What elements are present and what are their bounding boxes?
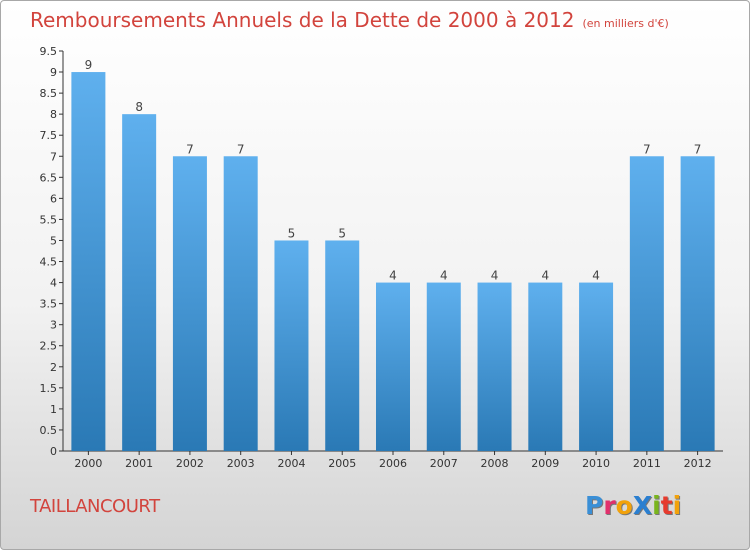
x-tick-label: 2009 [531,457,559,470]
axes: 0 0.5 1 1.5 2 2.5 3 3.5 4 4.5 5 5.5 6 6.5 7 7.5 8 8.5 9 9.5 [40,45,723,458]
data-label: 4 [440,269,448,283]
y-tick-label: 9 [50,66,57,79]
data-label: 4 [491,269,499,283]
proxiti-logo: ProXiti [585,491,681,520]
logo-letter: o [615,491,633,520]
logo-letter: P [585,491,604,520]
x-tick-label: 2008 [481,457,509,470]
chart-unit: (en milliers d'€) [582,17,669,30]
logo-letter: t [660,491,673,520]
bar [122,114,157,451]
x-tick-label: 2002 [176,457,204,470]
logo-letter: i [672,491,682,520]
y-tick-label: 1.5 [40,382,58,395]
bar [528,282,563,451]
data-label: 8 [135,100,143,114]
data-label: 7 [186,142,194,156]
data-label: 7 [237,142,245,156]
bar [477,282,512,451]
y-tick-label: 6.5 [40,171,58,184]
y-tick-label: 3.5 [40,298,58,311]
y-tick-label: 5 [50,234,57,247]
data-label: 4 [389,269,397,283]
bar [325,240,360,451]
y-tick-label: 2 [50,361,57,374]
bar [274,240,309,451]
y-tick-label: 9.5 [40,45,58,58]
data-label: 7 [643,142,651,156]
y-tick-label: 3 [50,319,57,332]
bar [376,282,410,451]
bar [172,156,207,451]
y-tick-label: 0 [50,445,57,458]
logo-letter: X [632,491,653,520]
data-label: 5 [288,226,296,240]
data-label: 9 [85,58,93,72]
y-tick-label: 5.5 [40,213,58,226]
x-tick-label: 2010 [582,457,610,470]
commune-name: TAILLANCOURT [30,496,160,517]
y-tick-label: 7.5 [40,129,58,142]
x-tick-label: 2003 [227,457,255,470]
bar [579,282,614,451]
y-tick-label: 2.5 [40,340,58,353]
x-tick-label: 2007 [430,457,458,470]
y-tick-label: 8 [50,108,57,121]
y-tick-label: 1 [50,403,57,416]
y-tick-label: 4.5 [40,256,58,269]
data-label: 5 [338,226,346,240]
y-tick-label: 6 [50,192,57,205]
data-label: 4 [541,269,549,283]
y-tick-label: 7 [50,150,57,163]
y-tick-label: 0.5 [40,424,58,437]
data-label: 7 [694,142,702,156]
x-tick-label: 2005 [328,457,356,470]
x-tick-label: 2001 [125,457,153,470]
bar [223,156,258,451]
x-tick-label: 2011 [633,457,661,470]
bars [71,72,715,451]
chart-title: Remboursements Annuels de la Dette de 20… [30,8,669,32]
y-tick-label: 4 [50,277,57,290]
x-tick-label: 2004 [277,457,305,470]
logo-letter: r [603,491,616,520]
bar [629,156,664,451]
data-label: 4 [592,269,600,283]
labels: 9 2000 8 2001 7 2002 7 2003 5 2004 5 2005 4 2006 4 2007… [74,58,711,470]
bar [680,156,715,451]
x-tick-label: 2006 [379,457,407,470]
chart-title-text: Remboursements Annuels de la Dette de 20… [30,8,575,32]
y-tick-label: 8.5 [40,87,58,100]
bar [426,282,461,451]
x-tick-label: 2012 [684,457,712,470]
x-tick-label: 2000 [74,457,102,470]
bar [71,72,106,451]
logo-letter: i [652,491,661,520]
